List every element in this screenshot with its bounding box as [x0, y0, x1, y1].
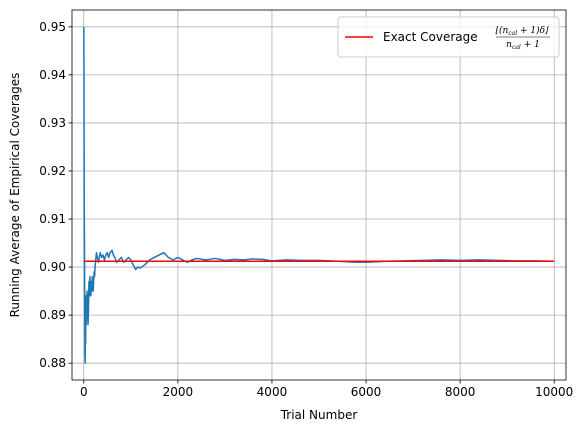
legend-den-sub: cal — [512, 44, 521, 51]
y-tick-label: 0.92 — [39, 164, 66, 178]
legend-formula-denominator: ncal + 1 — [506, 40, 540, 51]
y-axis-label: Running Average of Empirical Coverages — [8, 73, 22, 318]
grid — [72, 10, 566, 380]
legend-den-main: n — [506, 40, 512, 50]
x-tick-label: 8000 — [445, 385, 476, 399]
y-tick-label: 0.88 — [39, 356, 66, 370]
legend: Exact Coverage ⌊(ncal + 1)δ⌋ ncal + 1 — [337, 16, 560, 58]
x-tick-label: 4000 — [257, 385, 288, 399]
x-tick-label: 0 — [80, 385, 88, 399]
ticks: 0 2000 4000 6000 8000 10000 0.88 0.89 0.90 0.91 0.… — [39, 20, 573, 399]
legend-box — [337, 16, 560, 58]
x-axis-label: Trial Number — [280, 408, 358, 422]
legend-num-sub: cal — [508, 30, 517, 37]
legend-num-rest: + 1)δ⌋ — [517, 25, 549, 36]
y-tick-label: 0.94 — [39, 68, 66, 82]
series-layer — [83, 26, 555, 364]
legend-den-rest: + 1 — [521, 40, 540, 50]
y-tick-label: 0.89 — [39, 308, 66, 322]
legend-label-exact-coverage: Exact Coverage — [383, 30, 478, 44]
plot-frame — [71, 9, 567, 381]
y-tick-label: 0.90 — [39, 260, 66, 274]
x-tick-label: 2000 — [163, 385, 194, 399]
y-tick-label: 0.91 — [39, 212, 66, 226]
x-tick-label: 6000 — [351, 385, 382, 399]
x-tick-label: 10000 — [535, 385, 573, 399]
legend-formula-numerator: ⌊(ncal + 1)δ⌋ — [495, 25, 549, 37]
y-tick-label: 0.95 — [39, 20, 66, 34]
legend-num-main: ⌊(n — [495, 25, 508, 36]
y-tick-label: 0.93 — [39, 116, 66, 130]
series-line-running-average — [83, 26, 555, 364]
